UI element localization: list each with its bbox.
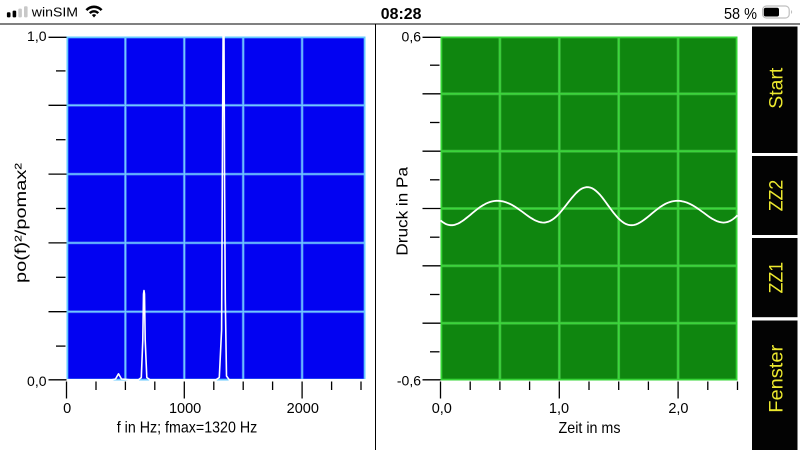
- svg-text:f in Hz; fmax=1320 Hz: f in Hz; fmax=1320 Hz: [117, 420, 258, 437]
- svg-text:1000: 1000: [169, 401, 201, 417]
- svg-text:08:28: 08:28: [381, 6, 422, 23]
- svg-text:2000: 2000: [287, 401, 319, 417]
- svg-text:-0,6: -0,6: [397, 373, 421, 389]
- svg-text:Start: Start: [767, 67, 788, 109]
- svg-text:2,0: 2,0: [668, 401, 688, 417]
- svg-text:1,0: 1,0: [27, 28, 47, 44]
- svg-text:ZZ1: ZZ1: [767, 262, 788, 294]
- svg-text:ZZ2: ZZ2: [767, 180, 788, 212]
- svg-text:58 %: 58 %: [724, 6, 757, 23]
- svg-text:0,6: 0,6: [402, 29, 422, 45]
- svg-text:po(f)²/pomax²: po(f)²/pomax²: [13, 162, 30, 283]
- svg-text:Druck in Pa: Druck in Pa: [395, 167, 412, 256]
- svg-text:Zeit in ms: Zeit in ms: [559, 420, 621, 437]
- svg-text:Fenster: Fenster: [767, 344, 788, 413]
- svg-text:0,0: 0,0: [432, 401, 452, 417]
- svg-text:1,0: 1,0: [549, 401, 569, 417]
- svg-text:winSIM: winSIM: [31, 4, 78, 19]
- svg-text:0: 0: [63, 401, 71, 417]
- svg-text:0,0: 0,0: [27, 373, 47, 389]
